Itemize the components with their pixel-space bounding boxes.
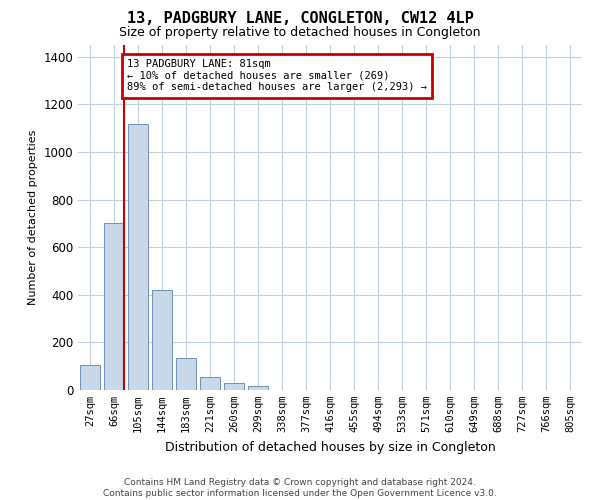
Text: 13 PADGBURY LANE: 81sqm
← 10% of detached houses are smaller (269)
89% of semi-d: 13 PADGBURY LANE: 81sqm ← 10% of detache…: [127, 60, 427, 92]
Bar: [80, 365, 100, 390]
Bar: [224, 383, 244, 390]
Bar: [104, 224, 124, 390]
Text: Size of property relative to detached houses in Congleton: Size of property relative to detached ho…: [119, 26, 481, 39]
X-axis label: Distribution of detached houses by size in Congleton: Distribution of detached houses by size …: [164, 440, 496, 454]
Bar: [152, 290, 172, 390]
Y-axis label: Number of detached properties: Number of detached properties: [28, 130, 38, 305]
Bar: [176, 358, 196, 390]
Text: Contains HM Land Registry data © Crown copyright and database right 2024.
Contai: Contains HM Land Registry data © Crown c…: [103, 478, 497, 498]
Bar: [248, 386, 268, 390]
Bar: [200, 377, 220, 390]
Bar: [128, 124, 148, 390]
Text: 13, PADGBURY LANE, CONGLETON, CW12 4LP: 13, PADGBURY LANE, CONGLETON, CW12 4LP: [127, 11, 473, 26]
